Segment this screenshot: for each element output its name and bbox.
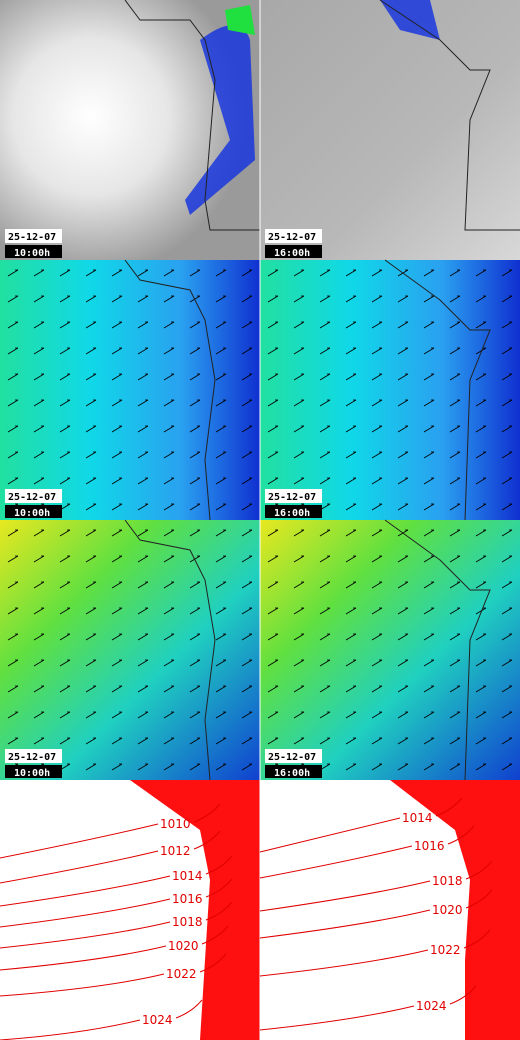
date-label: 25-12-07 bbox=[268, 752, 316, 763]
isobar-label: 1020 bbox=[168, 939, 199, 953]
date-box bbox=[5, 489, 62, 503]
isobar-label: 1010 bbox=[160, 817, 191, 831]
isobar bbox=[259, 797, 463, 853]
satellite-panel bbox=[260, 0, 520, 260]
date-label: 25-12-07 bbox=[268, 492, 316, 503]
isobar-label: 1018 bbox=[172, 915, 203, 929]
time-label: 16:00h bbox=[274, 508, 310, 519]
isobar bbox=[259, 929, 491, 977]
isobar-label: 1024 bbox=[142, 1013, 173, 1027]
coastlines bbox=[124, 0, 520, 781]
time-box bbox=[5, 765, 62, 778]
isobar bbox=[259, 825, 475, 879]
date-label: 25-12-07 bbox=[8, 492, 56, 503]
isobar bbox=[0, 855, 233, 907]
isobar-label: 1016 bbox=[414, 839, 445, 853]
time-label: 10:00h bbox=[14, 768, 50, 779]
time-box bbox=[265, 505, 322, 518]
rain-area bbox=[225, 5, 255, 35]
isobar-label: 1016 bbox=[172, 892, 203, 906]
time-box bbox=[5, 505, 62, 518]
isobar-label: 1018 bbox=[432, 874, 463, 888]
rain-area bbox=[185, 25, 255, 215]
isobar bbox=[0, 901, 233, 949]
isobar-label: 1022 bbox=[430, 943, 461, 957]
date-box bbox=[5, 229, 62, 243]
time-label: 10:00h bbox=[14, 508, 50, 519]
isobar bbox=[259, 985, 477, 1031]
time-box bbox=[5, 245, 62, 258]
isobar bbox=[259, 860, 493, 912]
date-box bbox=[265, 749, 322, 763]
isobar-label: 1012 bbox=[160, 844, 191, 858]
time-box bbox=[265, 765, 322, 778]
time-box bbox=[265, 245, 322, 258]
date-box bbox=[5, 749, 62, 763]
isobar-label: 1014 bbox=[172, 869, 203, 883]
isobar-label: 1014 bbox=[402, 811, 433, 825]
isobar bbox=[259, 889, 493, 939]
isobar-label: 1022 bbox=[166, 967, 197, 981]
isobar-label: 1024 bbox=[416, 999, 447, 1013]
isobar-label: 1020 bbox=[432, 903, 463, 917]
isobar bbox=[0, 878, 233, 928]
time-label: 16:00h bbox=[274, 248, 310, 259]
isobar bbox=[0, 953, 227, 997]
isobar bbox=[0, 803, 221, 859]
isobar bbox=[0, 830, 221, 884]
date-label: 25-12-07 bbox=[8, 232, 56, 243]
land-contours bbox=[390, 780, 520, 1040]
isobar bbox=[0, 925, 229, 971]
time-label: 10:00h bbox=[14, 248, 50, 259]
land-contours bbox=[130, 780, 260, 1040]
satellite-row bbox=[0, 0, 520, 260]
date-label: 25-12-07 bbox=[8, 752, 56, 763]
date-label: 25-12-07 bbox=[268, 232, 316, 243]
time-label: 16:00h bbox=[274, 768, 310, 779]
date-box bbox=[265, 229, 322, 243]
isobar bbox=[0, 999, 203, 1040]
date-box bbox=[265, 489, 322, 503]
